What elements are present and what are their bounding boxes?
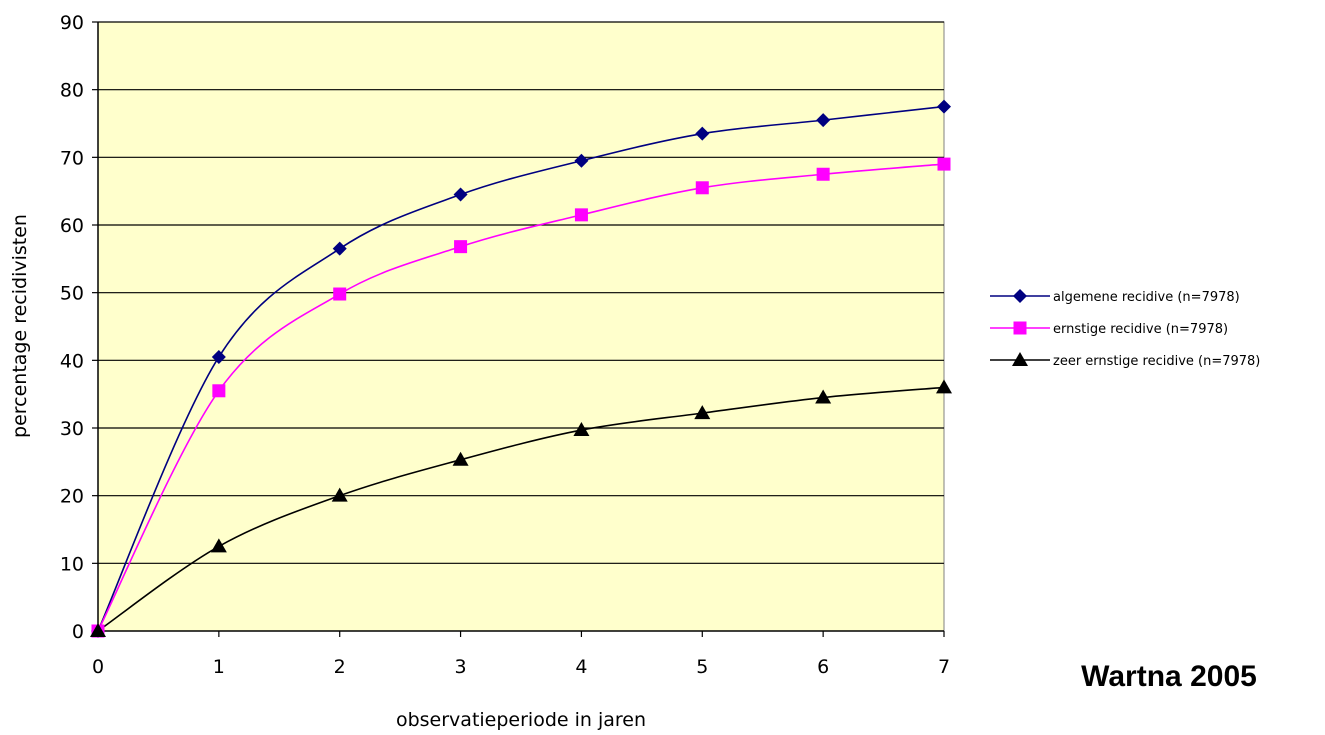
x-tick-label: 3: [455, 656, 467, 678]
legend-marker-triangle: [1012, 352, 1028, 366]
y-tick-label: 10: [60, 553, 84, 575]
legend-marker-square: [1014, 322, 1027, 335]
data-point-square: [212, 384, 225, 397]
data-point-square: [575, 208, 588, 221]
data-point-square: [938, 158, 951, 171]
data-point-square: [817, 168, 830, 181]
legend-label: ernstige recidive (n=7978): [1053, 322, 1228, 337]
x-axis-title: observatieperiode in jaren: [396, 709, 646, 731]
y-tick-label: 50: [60, 283, 84, 305]
data-point-square: [333, 288, 346, 301]
x-tick-label: 0: [92, 656, 104, 678]
x-tick-label: 7: [938, 656, 950, 678]
y-tick-label: 20: [60, 486, 84, 508]
y-tick-label: 70: [60, 147, 84, 169]
x-ticks: 0 1 2 3 4 5 6 7: [92, 631, 950, 678]
y-tick-label: 80: [60, 80, 84, 102]
x-tick-label: 2: [334, 656, 346, 678]
y-tick-label: 90: [60, 12, 84, 34]
x-tick-label: 4: [575, 656, 587, 678]
x-tick-label: 5: [696, 656, 708, 678]
y-tick-label: 30: [60, 418, 84, 440]
y-tick-label: 0: [72, 621, 84, 643]
data-point-square: [454, 240, 467, 253]
x-tick-label: 1: [213, 656, 225, 678]
plot-area: [98, 22, 944, 631]
legend: algemene recidive (n=7978) ernstige recid…: [990, 289, 1260, 369]
y-tick-label: 40: [60, 350, 84, 372]
legend-marker-diamond: [1013, 289, 1027, 303]
legend-label: zeer ernstige recidive (n=7978): [1053, 354, 1260, 369]
x-tick-label: 6: [817, 656, 829, 678]
credit-label: Wartna 2005: [1081, 660, 1257, 693]
y-axis-title: percentage recidivisten: [9, 214, 31, 438]
legend-label: algemene recidive (n=7978): [1053, 290, 1240, 305]
data-point-square: [696, 181, 709, 194]
y-ticks: 0 10 20 30 40 50 60 70 80 90: [60, 12, 98, 643]
y-tick-label: 60: [60, 215, 84, 237]
